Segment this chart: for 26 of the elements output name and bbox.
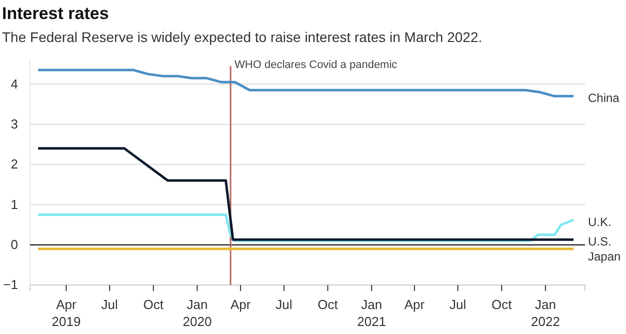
y-tick-label: 0 [10,236,18,252]
x-tick-label: Oct [143,297,164,312]
x-tick-label: Apr [230,297,252,312]
y-tick-label: 2 [10,156,18,172]
x-tick-label: Apr [404,297,426,312]
x-tick-label: Apr 2019 [52,297,81,329]
line-series [36,68,575,98]
x-tick-label: Jul [101,297,118,312]
x-tick-label: Oct [318,297,338,312]
y-tick-label: 4 [10,76,18,92]
x-tick-label: Jan 2022 [531,297,560,329]
x-tick-label: Jan 2020 [182,297,212,329]
chart-title: Interest rates [2,4,109,23]
y-tick-label: 3 [10,116,18,132]
series-label: U.K. [588,214,612,229]
x-tick-label: Jan 2021 [357,297,386,329]
y-tick-label: −1 [3,277,18,292]
series-label: China [588,91,620,106]
x-tick-label: Oct [492,297,512,312]
series-label: Japan [588,250,621,264]
y-tick-label: 1 [10,196,18,212]
x-tick-label: Jul [276,297,292,312]
series-label: U.S. [588,234,612,249]
x-tick-label: Jul [449,297,466,312]
ref-line-label: WHO declares Covid a pandemic [234,59,398,71]
chart-subtitle: The Federal Reserve is widely expected to raise interest rates in March 2022. [2,29,482,45]
